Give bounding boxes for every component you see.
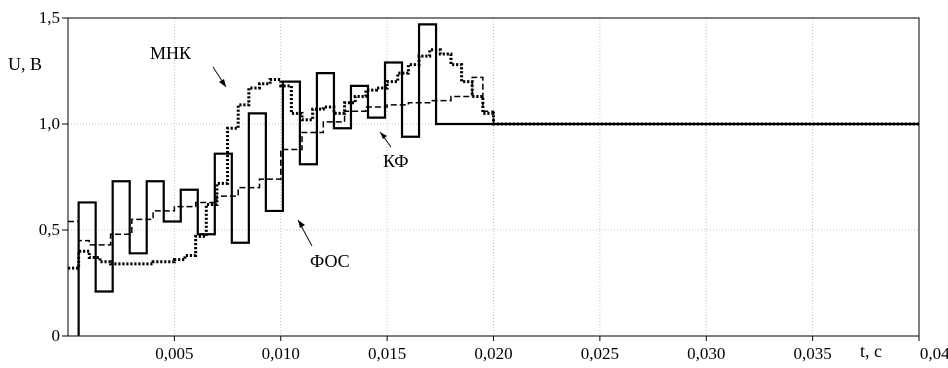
grid [68,17,919,336]
y-tick-label: 0 [52,326,61,345]
y-tick-label: 1,5 [39,8,60,27]
x-tick-label: 0,030 [687,344,725,363]
annotations: МНК КФ ФОС [150,43,408,271]
axes [62,17,920,341]
annotation-mnk: МНК [150,43,192,63]
tick-labels: 0 0,5 1,0 1,5 0,005 0,010 0,015 0,020 0,025 0,030… [39,8,948,363]
x-tick-label: 0,020 [474,344,512,363]
series-line-dashed [68,76,919,246]
x-tick-label: 0,035 [794,344,832,363]
series-line-solid [77,23,919,336]
y-axis-label: U, В [8,54,42,74]
annotation-fos-arrowhead [298,220,305,228]
x-tick-label: 0,040 [920,344,948,363]
series-lines [68,23,919,336]
annotation-kf: КФ [383,151,408,171]
x-tick-label: 0,015 [368,344,406,363]
x-tick-label: 0,010 [262,344,300,363]
x-axis-label: t, с [860,341,882,361]
x-tick-label: 0,005 [155,344,193,363]
annotation-kf-arrowhead [380,132,387,139]
series-line-dotted [68,48,919,270]
annotation-fos: ФОС [310,251,350,271]
y-tick-label: 0,5 [39,220,60,239]
y-tick-label: 1,0 [39,114,60,133]
x-tick-label: 0,025 [581,344,619,363]
annotation-mnk-arrowhead [219,79,226,87]
